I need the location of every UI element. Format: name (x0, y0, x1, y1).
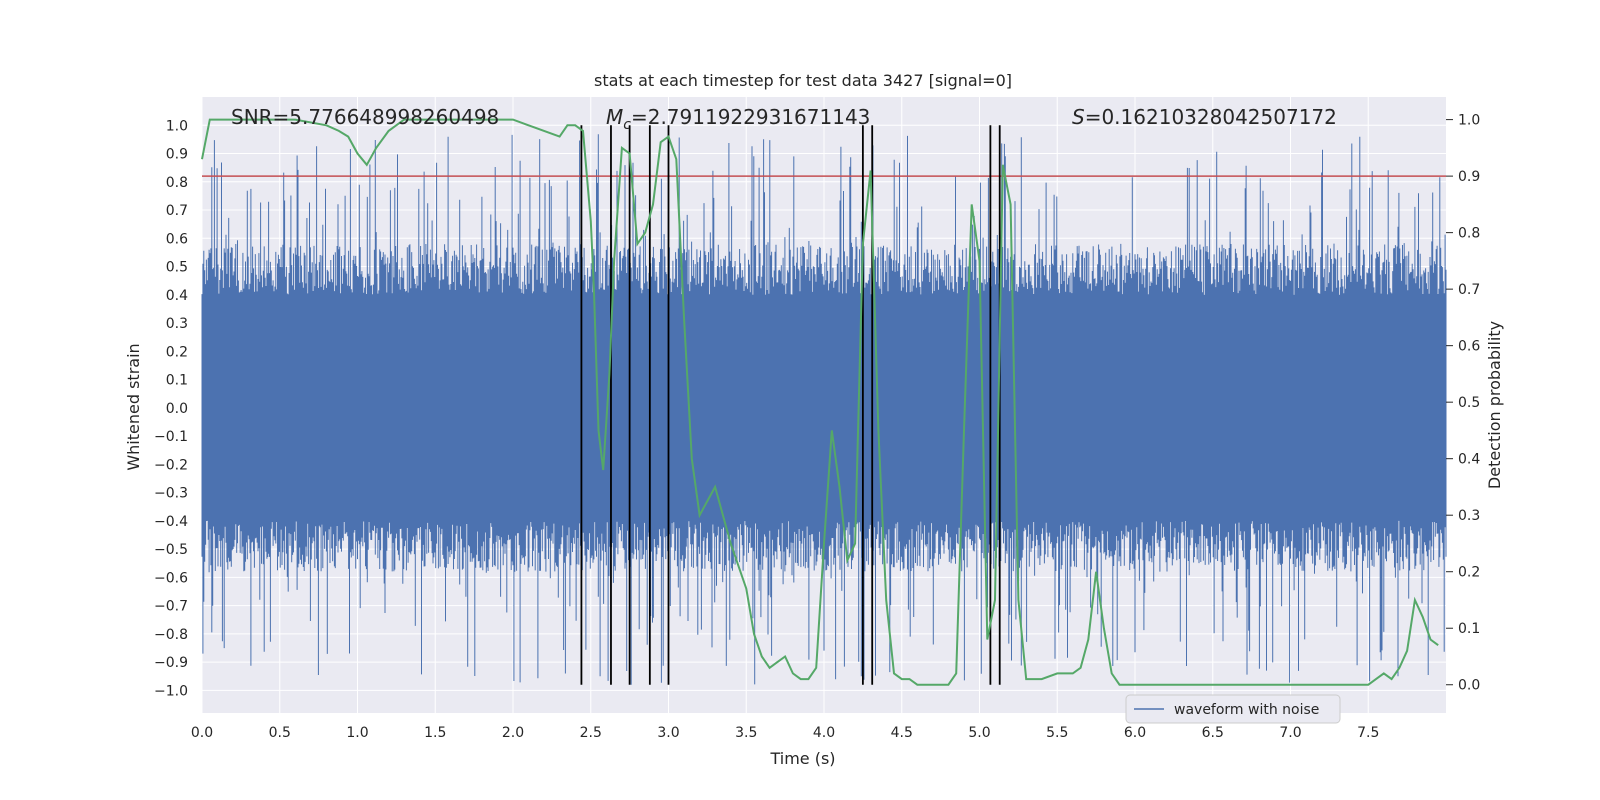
y2-axis-label: Detection probability (1485, 321, 1504, 489)
x-tick-label: 3.5 (735, 725, 757, 741)
y-tick-label: 0.1 (166, 373, 188, 389)
y-tick-label: −0.4 (154, 514, 188, 530)
y-tick-label: −0.6 (154, 570, 188, 586)
x-tick-label: 4.5 (891, 725, 913, 741)
legend-box (1125, 694, 1341, 724)
legend: waveform with noise (1125, 694, 1341, 724)
y2-tick-label: 0.8 (1458, 226, 1480, 242)
x-tick-label: 5.5 (1046, 725, 1068, 741)
y2-tick-label: 0.0 (1458, 678, 1480, 694)
detection-probability-series (201, 118, 1439, 686)
x-tick-label: 4.0 (813, 725, 835, 741)
x-tick-label: 0.5 (269, 725, 291, 741)
y2-tick-label: 1.0 (1458, 113, 1480, 129)
y2-tick-label: 0.3 (1458, 508, 1480, 524)
y-tick-label: −0.2 (154, 457, 188, 473)
waveform-series (201, 134, 1447, 685)
y2-tick-label: 0.6 (1458, 339, 1480, 355)
x-tick-label: 7.5 (1357, 725, 1379, 741)
y-tick-label: −0.8 (154, 627, 188, 643)
y2-tick-label: 0.4 (1458, 452, 1480, 468)
y2-tick-label: 0.7 (1458, 282, 1480, 298)
y-axis-ticks: −1.0 −0.9 −0.8 −0.7 −0.6 −0.5 −0.4 −0.3 −0.2 −0.1… (154, 118, 188, 699)
x-tick-label: 6.5 (1202, 725, 1224, 741)
legend-label: waveform with noise (1174, 702, 1319, 718)
y-tick-label: 0.6 (166, 231, 188, 247)
y-tick-label: −0.9 (154, 655, 188, 671)
s-annotation: S=0.16210328042507172 (1072, 105, 1337, 129)
s-symbol: S (1072, 105, 1085, 129)
y-tick-label: 0.3 (166, 316, 188, 332)
x-tick-label: 7.0 (1279, 725, 1301, 741)
x-axis-ticks: 0.0 0.5 1.0 1.5 2.0 2.5 3.0 3.5 4.0 4.5 5.0 5.5 6.0 6… (191, 725, 1380, 741)
waveform-line (201, 134, 1447, 685)
y2-axis-ticks: 0.0 0.1 0.2 0.3 0.4 0.5 0.6 0.7 0.8 0.9 1.0 (1446, 113, 1480, 694)
y2-tick-label: 0.9 (1458, 169, 1480, 185)
chart-title: stats at each timestep for test data 342… (594, 71, 1012, 90)
x-tick-label: 1.5 (424, 725, 446, 741)
chirp-mass-symbol: M (606, 105, 623, 129)
vertical-lines (580, 125, 1001, 685)
x-tick-label: 6.0 (1124, 725, 1146, 741)
chirp-mass-subscript: c (623, 117, 631, 133)
y-axis-label: Whitened strain (124, 343, 143, 470)
y2-tick-label: 0.5 (1458, 395, 1480, 411)
y-tick-label: 0.4 (166, 288, 188, 304)
y-tick-label: 0.2 (166, 344, 188, 360)
y-tick-label: −0.1 (154, 429, 188, 445)
y-tick-label: −0.5 (154, 542, 188, 558)
y-tick-label: 0.9 (166, 147, 188, 163)
chirp-mass-value: =2.7911922931671143 (631, 105, 870, 129)
y-tick-label: 0.7 (166, 203, 188, 219)
y-tick-label: 0.8 (166, 175, 188, 191)
chirp-mass-annotation: Mc=2.7911922931671143 (606, 105, 870, 133)
y-tick-label: −1.0 (154, 683, 188, 699)
x-tick-label: 5.0 (968, 725, 990, 741)
y-tick-label: 0.5 (166, 260, 188, 276)
s-value: =0.16210328042507172 (1085, 105, 1337, 129)
x-tick-label: 1.0 (346, 725, 368, 741)
snr-annotation: SNR=5.776648998260498 (231, 105, 499, 129)
y2-tick-label: 0.1 (1458, 621, 1480, 637)
y-tick-label: 0.0 (166, 401, 188, 417)
x-axis-label: Time (s) (769, 749, 835, 768)
x-tick-label: 2.0 (502, 725, 524, 741)
y-tick-label: 1.0 (166, 118, 188, 134)
x-tick-label: 0.0 (191, 725, 213, 741)
probability-line (201, 118, 1439, 686)
y2-tick-label: 0.2 (1458, 565, 1480, 581)
x-tick-label: 2.5 (580, 725, 602, 741)
y-tick-label: −0.7 (154, 599, 188, 615)
x-tick-label: 3.0 (657, 725, 679, 741)
y-tick-label: −0.3 (154, 486, 188, 502)
